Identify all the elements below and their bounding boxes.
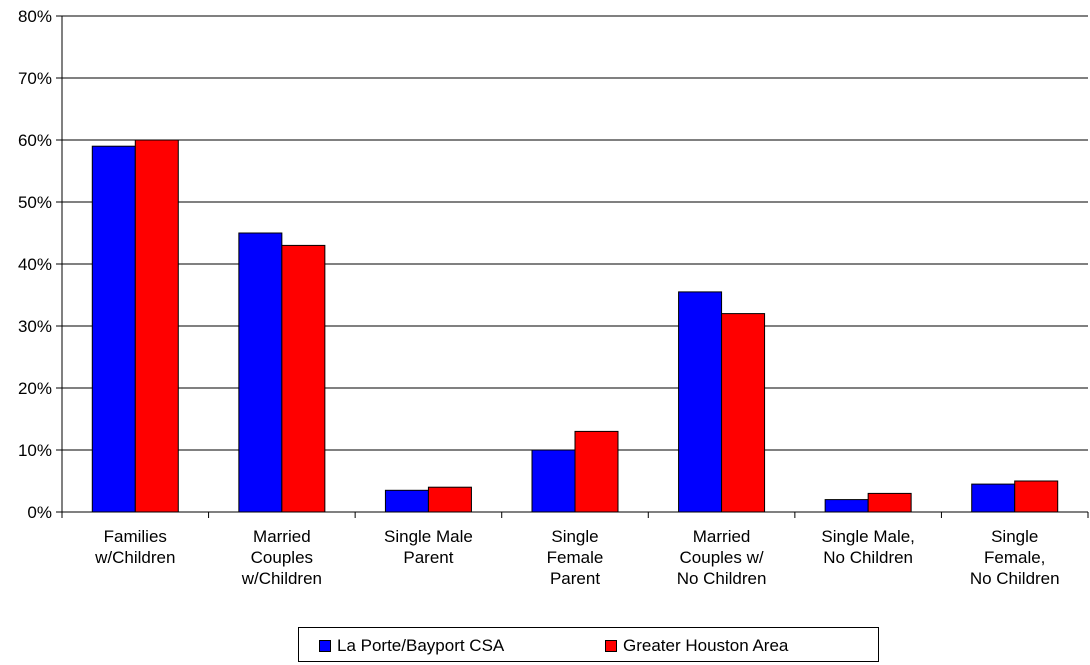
y-tick-label: 30% [18,317,52,336]
axes [61,16,1089,518]
y-tick-label: 0% [27,503,52,522]
bar-series-1-category-6 [824,499,869,513]
legend-swatch-series-2 [605,640,617,652]
y-tick-label: 10% [18,441,52,460]
bar-series-2-category-3 [427,486,472,513]
bar-series-1-category-1 [91,145,136,513]
x-tick-label-6: Single Male, No Children [821,527,915,567]
x-tick-label-4: Single Female Parent [547,527,604,588]
y-tick-label: 20% [18,379,52,398]
y-tick-label: 80% [18,7,52,26]
legend-label-series-1: La Porte/Bayport CSA [337,636,505,655]
y-tick-label: 50% [18,193,52,212]
x-tick-label-2: Married Couples w/Children [241,527,322,588]
bar-series-2-category-7 [1014,480,1059,513]
bars [91,139,1059,513]
bar-series-1-category-4 [531,449,576,513]
legend-item-series-1: La Porte/Bayport CSA [319,636,504,656]
gridlines [62,15,1088,451]
legend-item-series-2: Greater Houston Area [605,636,788,656]
bar-series-2-category-6 [867,492,912,513]
x-tick-label-7: Single Female, No Children [970,527,1060,588]
y-tick-label: 70% [18,69,52,88]
y-tick-label: 60% [18,131,52,150]
bar-series-1-category-3 [384,489,429,513]
bar-series-1-category-7 [971,483,1016,513]
x-tick-label-5: Married Couples w/No Children [677,527,767,588]
bar-series-2-category-5 [721,313,766,513]
x-tick-label-3: Single Male Parent [384,527,473,567]
bar-series-2-category-1 [134,139,179,513]
x-tick-label-1: Families w/Children [94,527,175,567]
y-tick-label: 40% [18,255,52,274]
bar-series-1-category-2 [238,232,283,513]
legend: La Porte/Bayport CSA Greater Houston Are… [298,627,879,662]
y-axis-ticks: 0% 10% 20% 30% 40% 50% 60% 70% 80% [18,7,62,522]
bar-series-2-category-4 [574,430,619,513]
bar-series-2-category-2 [281,244,326,513]
legend-label-series-2: Greater Houston Area [623,636,789,655]
x-axis-labels: Families w/Children Married Couples w/Childr… [94,527,1059,588]
bar-series-1-category-5 [678,291,723,513]
legend-swatch-series-1 [319,640,331,652]
